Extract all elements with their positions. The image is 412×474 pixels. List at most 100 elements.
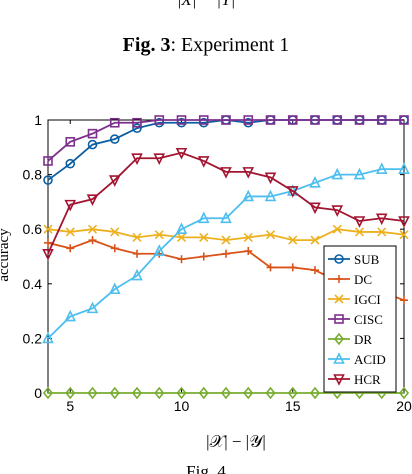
data-point-dr bbox=[220, 386, 232, 400]
next-figure-fragment: Fig. 4 bbox=[0, 462, 412, 474]
data-point-acid bbox=[108, 282, 121, 295]
data-point-igci bbox=[243, 232, 253, 242]
data-point-acid bbox=[264, 189, 277, 202]
data-point-igci bbox=[87, 224, 98, 234]
data-point-dc bbox=[110, 244, 119, 253]
data-point-hcr bbox=[331, 205, 344, 217]
data-point-cisc bbox=[376, 115, 387, 125]
data-point-hcr bbox=[398, 216, 410, 228]
data-point-acid bbox=[175, 222, 188, 234]
legend-label-sub: SUB bbox=[354, 252, 380, 267]
y-tick-label: 1 bbox=[34, 112, 42, 128]
data-point-igci bbox=[110, 227, 120, 237]
data-point-dc bbox=[288, 263, 297, 272]
data-point-acid bbox=[309, 176, 321, 188]
data-point-sub bbox=[109, 134, 120, 144]
data-point-igci bbox=[265, 230, 276, 240]
data-point-acid bbox=[375, 162, 388, 174]
data-point-igci bbox=[399, 230, 409, 240]
data-point-hcr bbox=[86, 194, 99, 206]
data-point-dc bbox=[177, 255, 186, 264]
data-point-sub bbox=[132, 123, 142, 133]
x-axis-label: |𝒳| − |𝒴| bbox=[206, 432, 266, 451]
data-point-dr bbox=[198, 386, 209, 400]
series-line-igci bbox=[47, 228, 405, 242]
series-line-hcr bbox=[47, 151, 405, 255]
legend-item-hcr: HCR bbox=[328, 372, 381, 387]
accuracy-line-chart: 00.20.40.60.815 10 15 20 accuracy |𝒳| − |𝒴|… bbox=[0, 112, 412, 451]
legend-item-dc: DC bbox=[328, 272, 372, 287]
data-point-hcr bbox=[353, 216, 366, 228]
data-point-dr bbox=[154, 386, 165, 400]
legend-label-igci: IGCI bbox=[354, 292, 381, 307]
data-point-acid bbox=[42, 331, 54, 344]
data-point-igci bbox=[377, 227, 387, 237]
data-point-igci bbox=[288, 235, 298, 245]
y-tick-label: 0.6 bbox=[23, 221, 43, 237]
data-point-dc bbox=[133, 249, 141, 258]
data-point-igci bbox=[176, 232, 187, 242]
data-point-dr bbox=[309, 386, 321, 400]
data-point-hcr bbox=[175, 147, 188, 160]
data-point-cisc bbox=[354, 115, 365, 125]
data-point-dr bbox=[398, 386, 410, 400]
previous-axis-label-fragment: |X| − |Y| bbox=[0, 0, 412, 10]
legend-marker-igci bbox=[334, 294, 344, 304]
data-point-cisc bbox=[176, 115, 187, 125]
series-hcr bbox=[42, 147, 410, 261]
data-point-hcr bbox=[264, 172, 277, 185]
data-point-acid bbox=[131, 268, 143, 281]
data-point-hcr bbox=[131, 153, 143, 166]
x-tick-label: 20 bbox=[396, 398, 412, 414]
data-point-dr bbox=[131, 386, 143, 400]
data-point-dr bbox=[265, 386, 276, 400]
data-point-dc bbox=[244, 247, 253, 256]
data-point-dr bbox=[65, 386, 76, 400]
data-point-acid bbox=[64, 309, 77, 322]
data-point-acid bbox=[86, 301, 99, 314]
data-point-igci bbox=[132, 232, 142, 242]
figure-title: : Experiment 1 bbox=[170, 34, 290, 56]
x-tick-label: 5 bbox=[66, 398, 74, 414]
series-igci bbox=[43, 224, 409, 245]
series-line-acid bbox=[47, 168, 404, 340]
data-point-hcr bbox=[108, 175, 121, 187]
data-point-cisc bbox=[198, 115, 209, 125]
x-tick-label: 10 bbox=[174, 398, 190, 414]
legend-marker-dr bbox=[333, 332, 345, 346]
data-point-hcr bbox=[197, 156, 210, 168]
data-point-acid bbox=[197, 211, 210, 224]
data-point-igci bbox=[354, 227, 365, 237]
legend-label-acid: ACID bbox=[354, 352, 386, 367]
data-point-hcr bbox=[42, 248, 54, 261]
data-point-dc bbox=[400, 296, 408, 305]
data-point-dr bbox=[87, 386, 98, 400]
data-point-hcr bbox=[153, 153, 166, 166]
legend-item-cisc: CISC bbox=[328, 312, 383, 327]
data-point-cisc bbox=[132, 117, 142, 128]
data-point-dr bbox=[243, 386, 254, 400]
data-point-hcr bbox=[220, 167, 232, 179]
data-point-dc bbox=[66, 244, 75, 253]
legend-item-acid: ACID bbox=[328, 352, 386, 367]
y-axis-label: accuracy bbox=[0, 228, 12, 282]
legend-marker-sub bbox=[334, 254, 344, 264]
data-point-cisc bbox=[109, 117, 120, 128]
data-point-acid bbox=[331, 167, 344, 180]
data-point-dr bbox=[42, 386, 54, 400]
series-dr bbox=[42, 386, 410, 400]
data-point-cisc bbox=[265, 115, 276, 125]
data-point-sub bbox=[43, 175, 53, 185]
legend-item-dr: DR bbox=[328, 332, 372, 347]
series bbox=[42, 115, 410, 400]
data-point-cisc bbox=[399, 115, 409, 125]
data-point-sub bbox=[87, 139, 98, 150]
data-point-igci bbox=[199, 232, 209, 242]
legend: SUB DC IGCI CISC DR ACID HCR bbox=[323, 245, 397, 393]
data-point-igci bbox=[332, 224, 342, 234]
data-point-hcr bbox=[286, 186, 299, 198]
data-point-dr bbox=[287, 386, 298, 400]
data-point-cisc bbox=[87, 128, 98, 139]
data-point-sub bbox=[65, 158, 76, 169]
data-point-igci bbox=[221, 235, 231, 245]
